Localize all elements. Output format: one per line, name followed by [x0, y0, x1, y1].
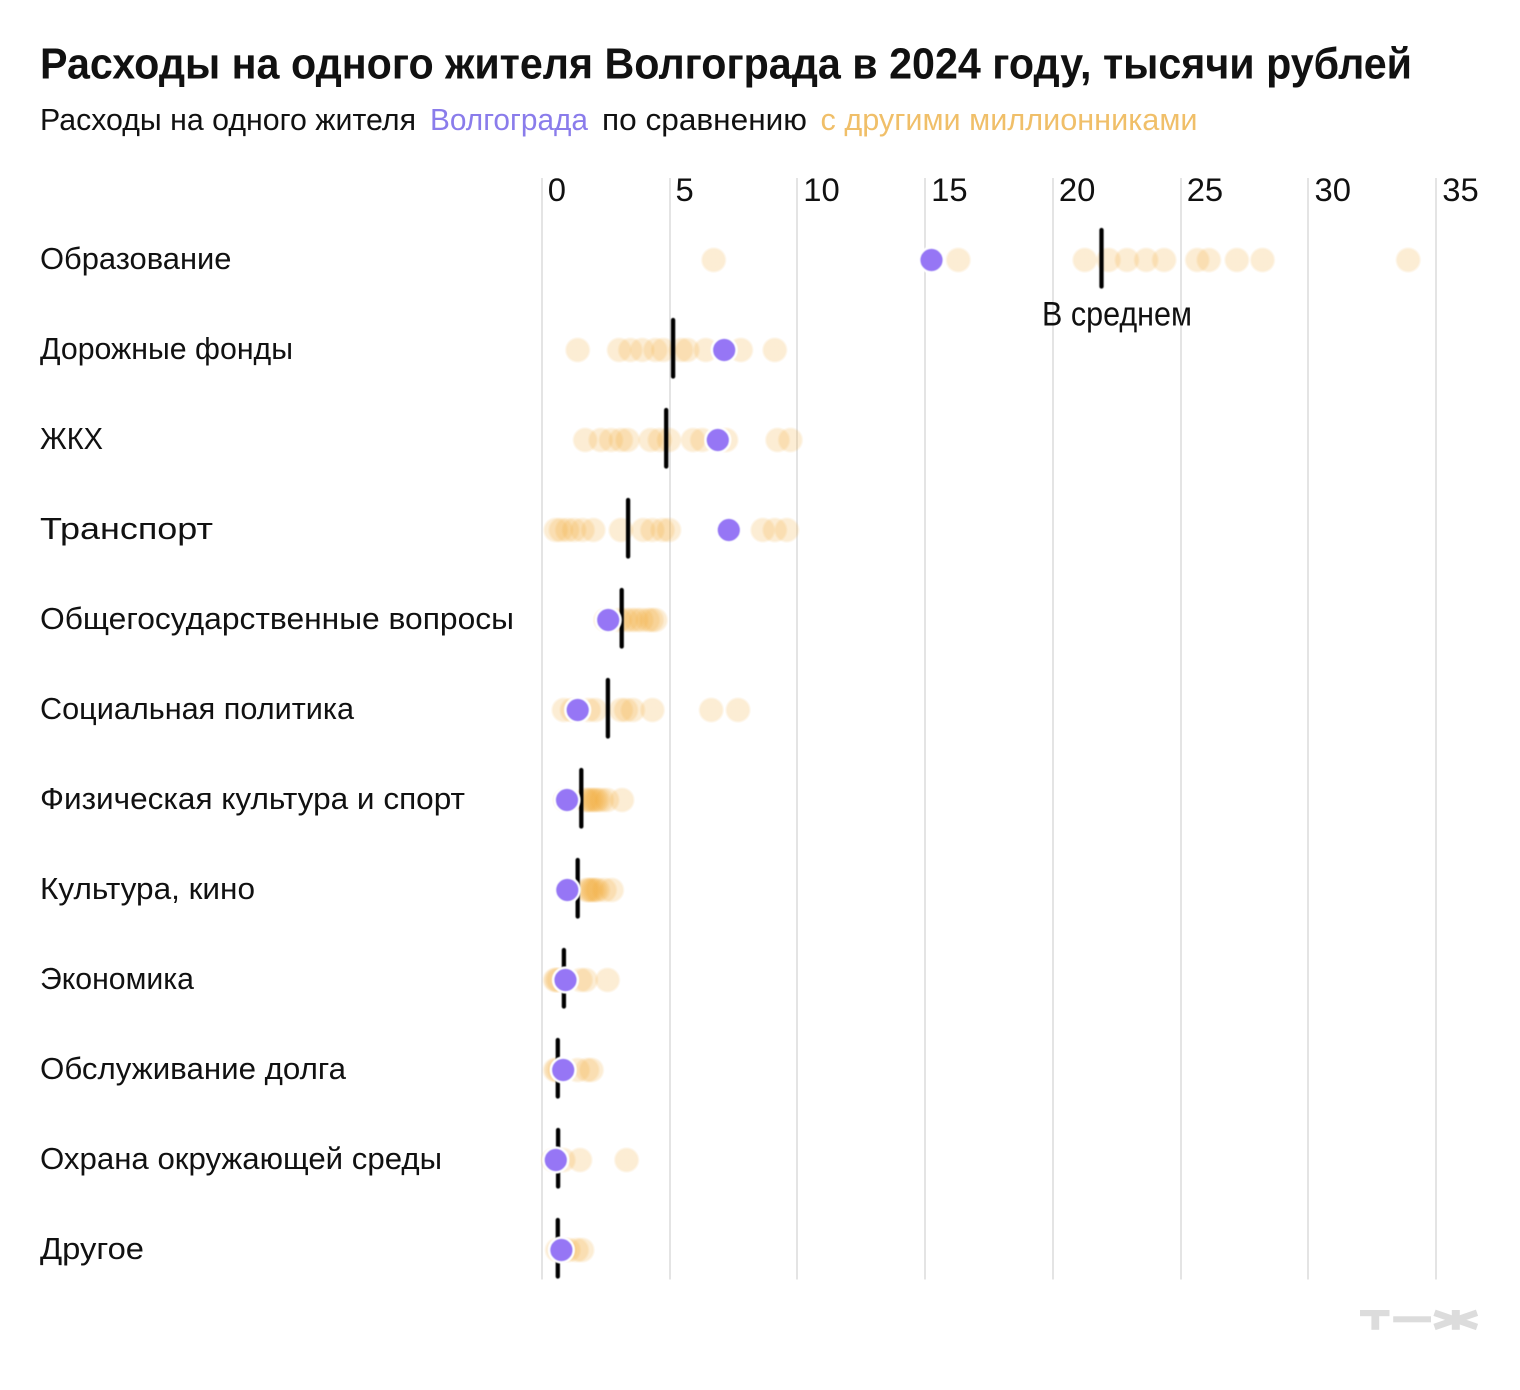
svg-text:10: 10	[803, 171, 839, 208]
svg-text:Охрана окружающей среды: Охрана окружающей среды	[40, 1141, 442, 1176]
svg-text:30: 30	[1315, 171, 1351, 208]
svg-text:ЖКХ: ЖКХ	[40, 421, 103, 456]
svg-text:Культура, кино: Культура, кино	[40, 871, 255, 906]
svg-text:Экономика: Экономика	[40, 961, 195, 996]
svg-text:5: 5	[676, 171, 694, 208]
svg-text:В среднем: В среднем	[1042, 296, 1192, 334]
svg-text:0: 0	[548, 171, 566, 208]
svg-text:Другое: Другое	[40, 1231, 144, 1266]
svg-text:Дорожные фонды: Дорожные фонды	[40, 331, 293, 366]
svg-text:Обслуживание долга: Обслуживание долга	[40, 1051, 347, 1086]
svg-text:Транспорт: Транспорт	[40, 511, 213, 546]
svg-text:Общегосударственные вопросы: Общегосударственные вопросы	[40, 601, 514, 636]
svg-text:Образование: Образование	[40, 241, 232, 276]
svg-text:20: 20	[1059, 171, 1095, 208]
svg-text:15: 15	[931, 171, 967, 208]
svg-text:35: 35	[1442, 171, 1478, 208]
svg-text:Физическая культура и спорт: Физическая культура и спорт	[40, 781, 465, 816]
svg-text:Расходы на одного жителя Волго: Расходы на одного жителя Волгограда в 20…	[40, 39, 1412, 88]
svg-text:25: 25	[1187, 171, 1223, 208]
svg-text:Социальная политика: Социальная политика	[40, 691, 355, 726]
